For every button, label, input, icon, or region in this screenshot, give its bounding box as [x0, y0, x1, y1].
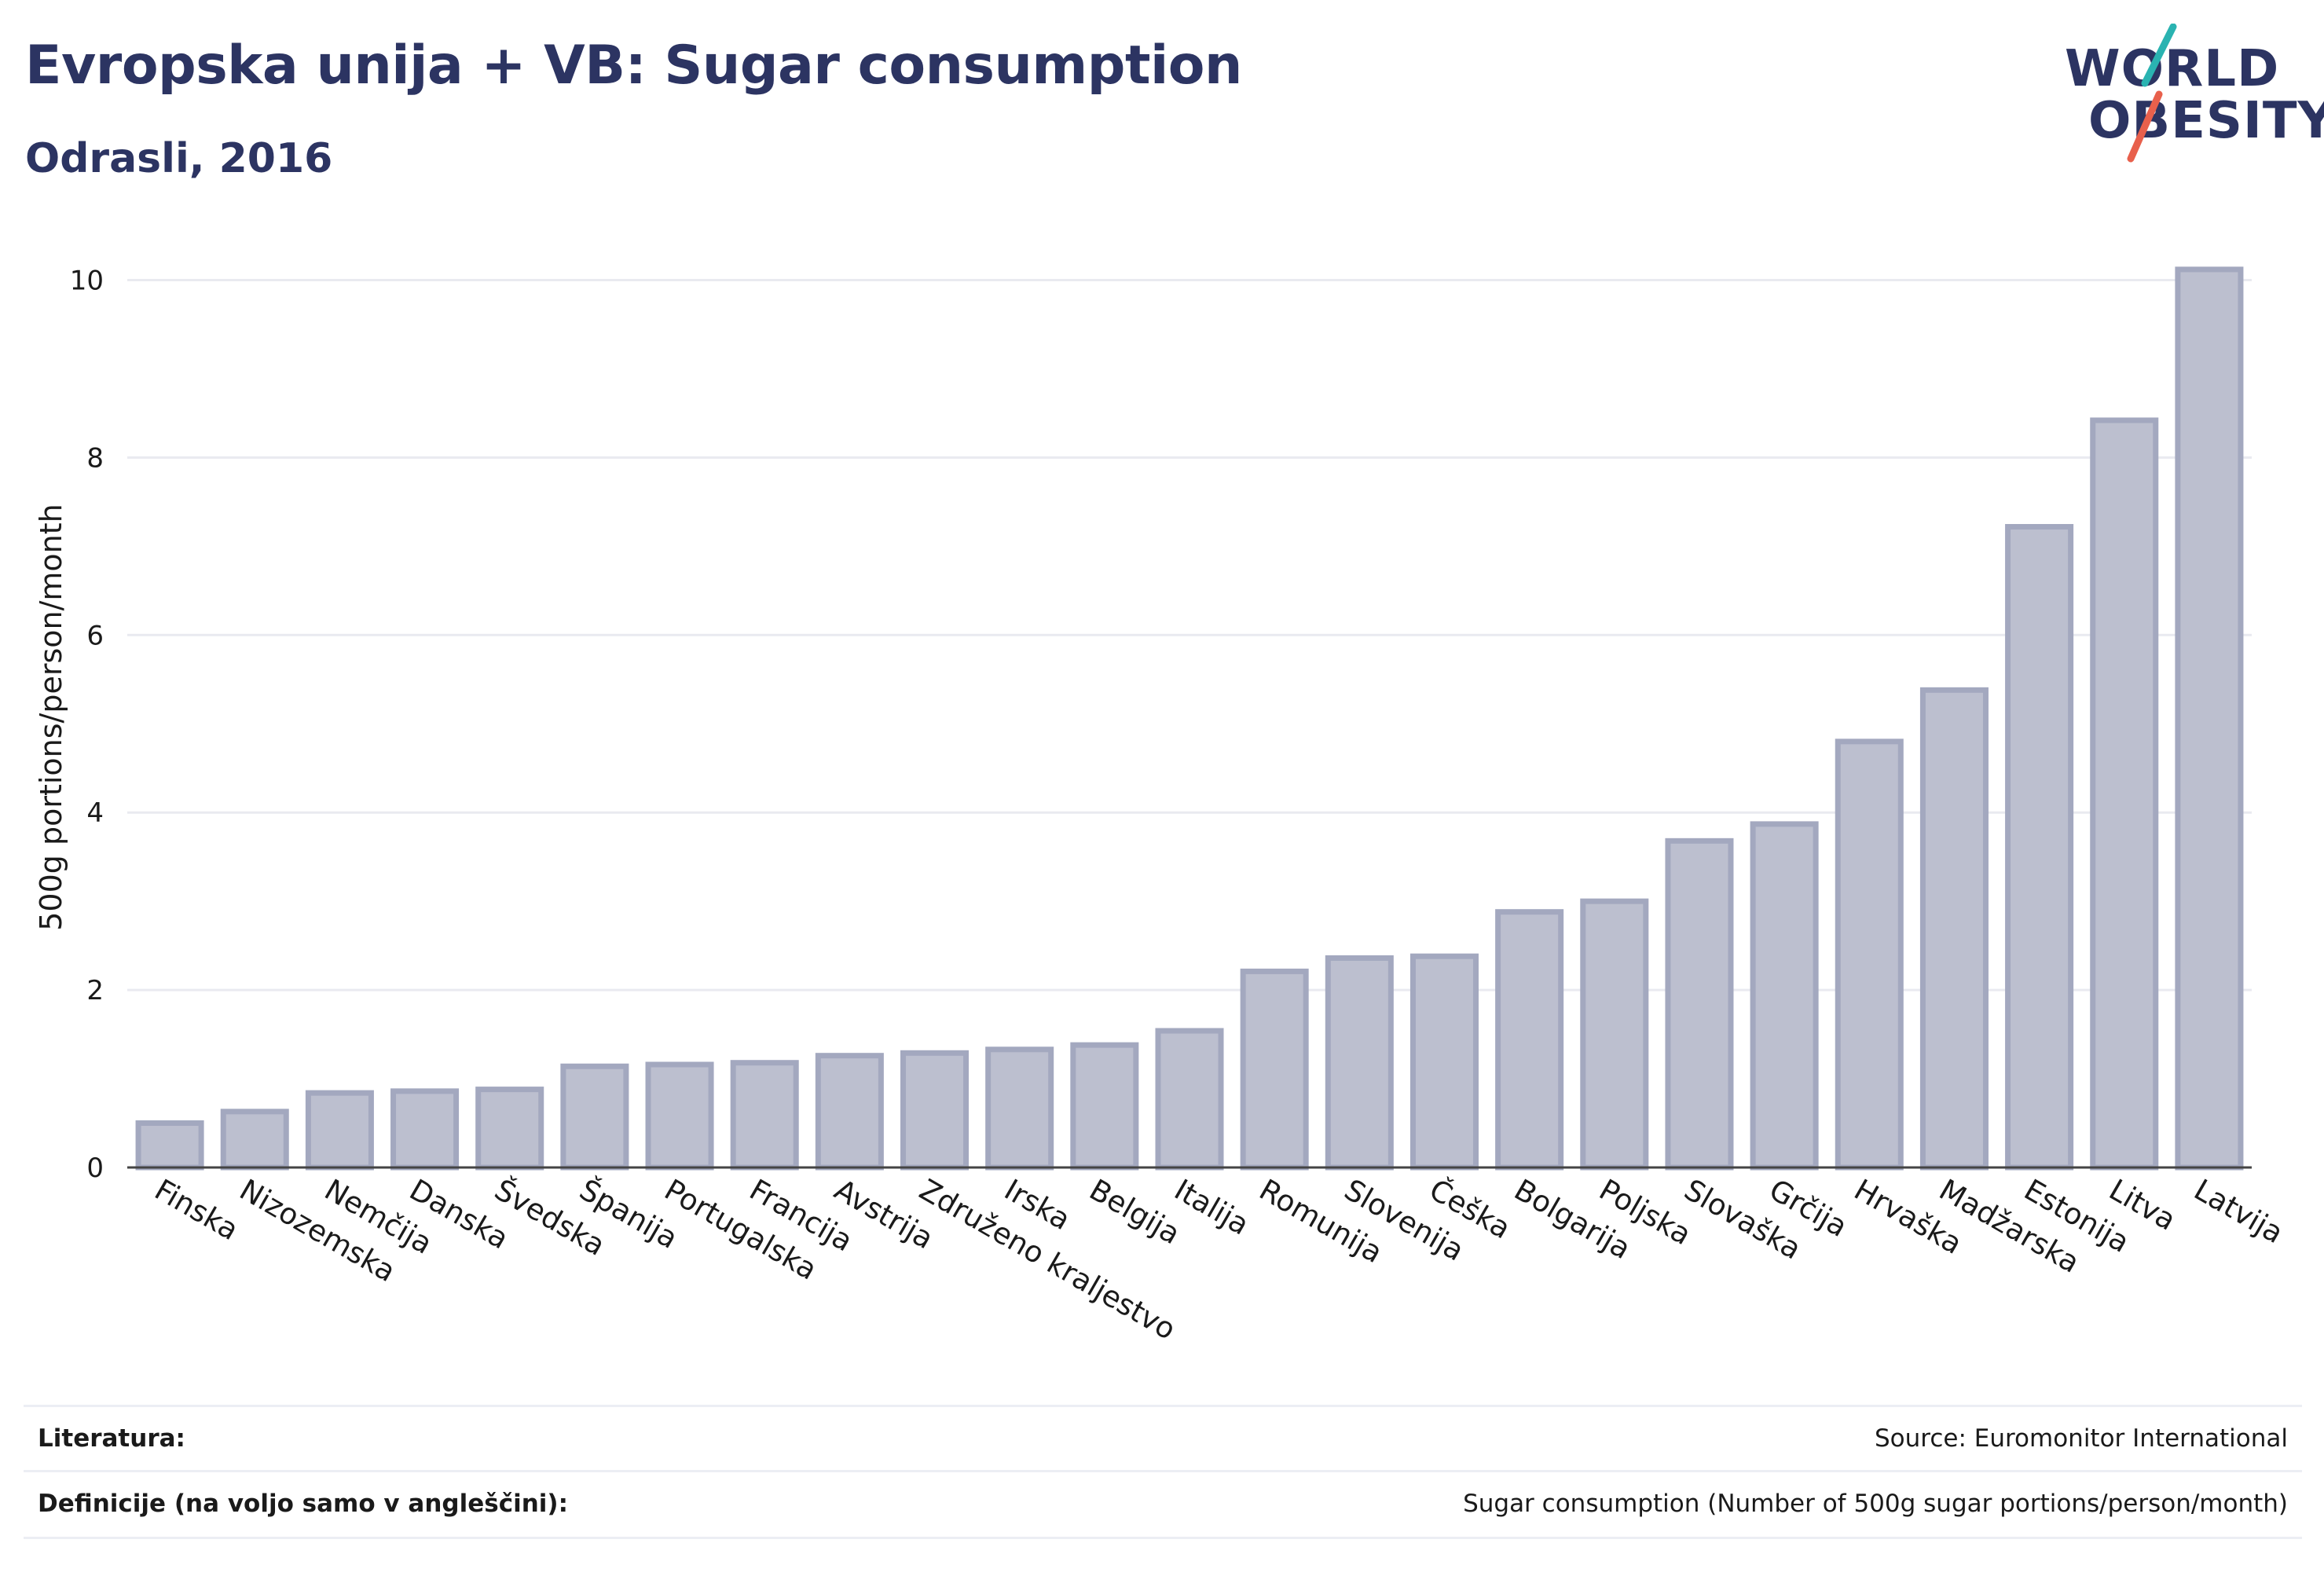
bar	[985, 1046, 1054, 1171]
bar-chart: 0 2 4 6 8 10 FinskaNizozemskaNemčijaDanskaŠve…	[34, 265, 2289, 1347]
x-tick-labels: FinskaNizozemskaNemčijaDanskaŠvedskaŠpan…	[149, 1172, 2289, 1347]
bar	[1240, 968, 1309, 1171]
bar	[2005, 523, 2074, 1171]
x-tick-label: Belgija	[1083, 1173, 1186, 1252]
bar	[1580, 898, 1649, 1171]
x-tick-label: Italija	[1169, 1173, 1255, 1242]
bar	[1155, 1028, 1224, 1171]
x-tick-label: Finska	[149, 1173, 244, 1248]
bar	[135, 1120, 204, 1171]
bar	[1495, 909, 1564, 1171]
bar	[900, 1050, 970, 1171]
bar	[1665, 837, 1734, 1171]
bar	[1835, 739, 1904, 1171]
bar	[1919, 687, 1989, 1171]
bar	[1325, 955, 1394, 1171]
x-tick-label: Latvija	[2188, 1173, 2289, 1251]
bar	[2090, 417, 2159, 1171]
chart-title: Evropska unija + VB: Sugar consumption	[25, 35, 1242, 97]
bar	[1409, 953, 1479, 1171]
footer-definitions-row: Definicije (na voljo samo v angleščini):…	[24, 1470, 2302, 1539]
y-tick-label: 8	[86, 442, 104, 474]
bar	[815, 1053, 884, 1171]
world-obesity-logo: WORLD OBESITY	[2057, 24, 2324, 165]
logo-slash-icon	[2127, 24, 2177, 163]
bar	[730, 1060, 799, 1171]
y-tick-label: 4	[86, 797, 104, 829]
bar	[1750, 821, 1819, 1171]
y-axis-label: 500g portions/person/month	[34, 504, 68, 931]
y-tick-labels: 0 2 4 6 8 10	[70, 265, 104, 1184]
bars	[135, 266, 2244, 1171]
y-tick-label: 0	[86, 1153, 104, 1184]
bar	[645, 1061, 714, 1171]
bar	[390, 1088, 460, 1171]
footer-definitions-label: Definicije (na voljo samo v angleščini):	[38, 1490, 568, 1518]
y-tick-label: 2	[86, 975, 104, 1006]
bar	[1070, 1042, 1139, 1171]
y-tick-label: 6	[86, 620, 104, 651]
y-tick-label: 10	[70, 265, 104, 296]
bar	[2175, 266, 2244, 1171]
bar	[220, 1109, 289, 1171]
logo-text-obesity: OBESITY	[2088, 92, 2324, 150]
logo-text-world: WORLD	[2065, 40, 2280, 98]
bar	[560, 1063, 629, 1171]
footer-definitions-value: Sugar consumption (Number of 500g sugar …	[1463, 1490, 2288, 1518]
chart-subtitle: Odrasli, 2016	[25, 135, 333, 182]
footer-literature-value: Source: Euromonitor International	[1874, 1424, 2288, 1453]
footer-literature-label: Literatura:	[38, 1424, 185, 1453]
bar	[305, 1090, 374, 1171]
footer-literature-row: Literatura: Source: Euromonitor Internat…	[24, 1405, 2302, 1472]
bar	[475, 1087, 544, 1171]
